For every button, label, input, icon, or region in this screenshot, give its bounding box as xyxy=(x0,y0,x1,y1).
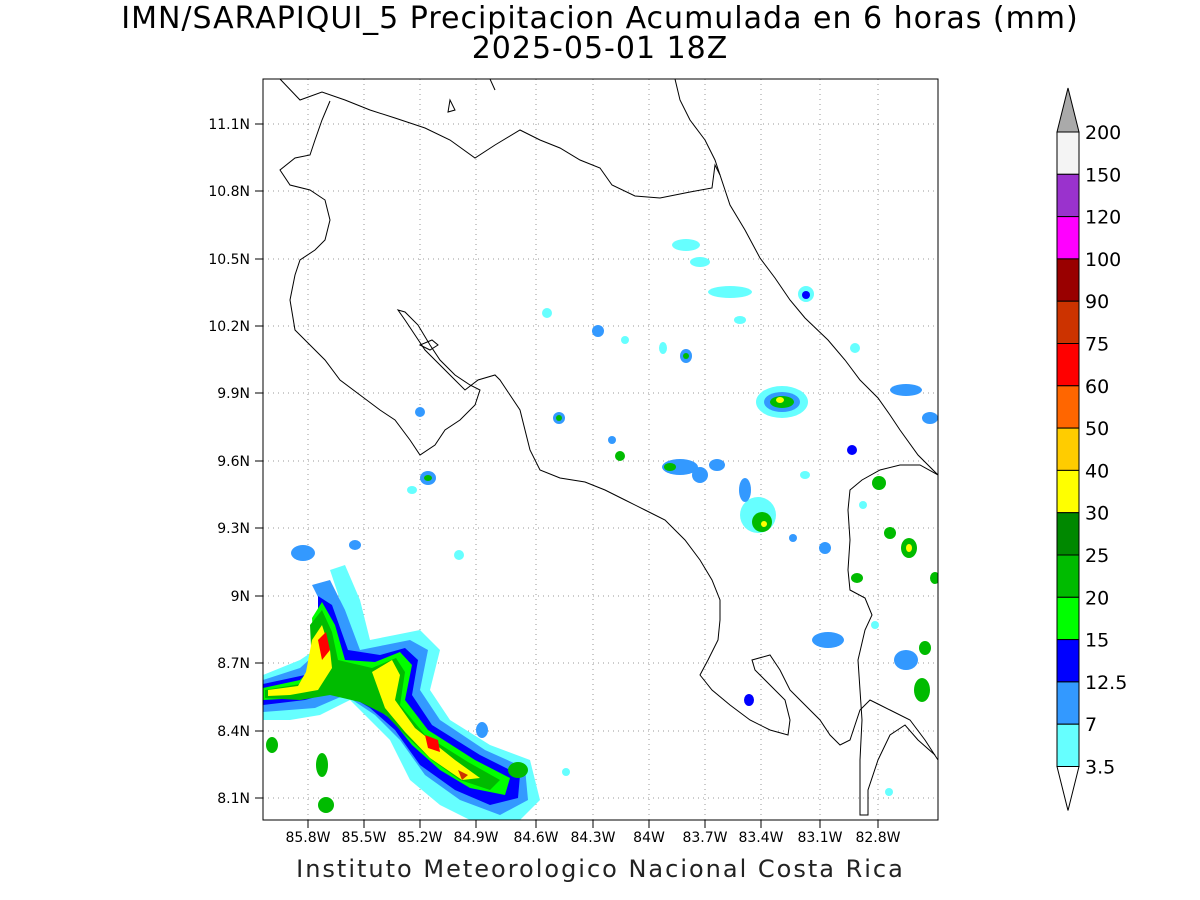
colorbar-label: 30 xyxy=(1085,503,1109,525)
colorbar-swatch xyxy=(1056,723,1080,768)
lat-label: 8.1N xyxy=(217,791,250,807)
colorbar-swatch xyxy=(1056,173,1080,218)
colorbar-swatch xyxy=(1056,469,1080,514)
lon-label: 82.8W xyxy=(855,830,900,846)
colorbar-swatch xyxy=(1056,385,1080,429)
lat-label: 10.8N xyxy=(208,184,250,200)
colorbar-label: 3.5 xyxy=(1085,757,1115,779)
lat-label: 9.6N xyxy=(217,454,250,470)
colorbar-bottom-arrow xyxy=(1056,766,1080,811)
colorbar-swatch xyxy=(1056,131,1080,175)
precipitation-colorbar: 200 150 120 100 90 75 60 50 40 30 25 20 15 12.5 7 3.5 xyxy=(1056,87,1127,811)
colorbar-swatch xyxy=(1056,512,1080,556)
axis-ticks xyxy=(255,123,879,828)
map-datetime: 2025-05-01 18Z xyxy=(471,31,729,66)
lat-label: 9.3N xyxy=(217,521,250,537)
rain-core-yellow-b xyxy=(372,660,480,780)
colorbar-label: 7 xyxy=(1085,714,1097,736)
colorbar-label: 120 xyxy=(1085,207,1121,229)
colorbar-label: 25 xyxy=(1085,545,1109,567)
coastlines xyxy=(279,79,938,816)
lon-label: 85.2W xyxy=(397,830,442,846)
lon-label: 83.1W xyxy=(797,830,842,846)
lat-label: 10.2N xyxy=(208,319,250,335)
lon-label: 84.3W xyxy=(570,830,615,846)
colorbar-label: 40 xyxy=(1085,460,1109,482)
lon-label: 84W xyxy=(633,830,665,846)
lat-label: 8.4N xyxy=(217,724,250,740)
colorbar-swatch xyxy=(1056,300,1080,345)
lat-label: 11.1N xyxy=(208,117,250,133)
colorbar-swatch xyxy=(1056,596,1080,641)
colorbar-swatch xyxy=(1056,554,1080,598)
scattered-rain-cells xyxy=(266,239,938,813)
longitude-labels: 85.8W 85.5W 85.2W 84.9W 84.6W 84.3W 84W … xyxy=(285,830,900,846)
colorbar-label: 20 xyxy=(1085,587,1109,609)
precipitation-field xyxy=(263,239,938,820)
map-title: IMN/SARAPIQUI_5 Precipitacion Acumulada … xyxy=(121,1,1079,36)
lon-label: 84.9W xyxy=(453,830,498,846)
colorbar-swatch xyxy=(1056,681,1080,725)
colorbar-swatch xyxy=(1056,639,1080,683)
colorbar-label: 75 xyxy=(1085,334,1109,356)
colorbar-label: 90 xyxy=(1085,291,1109,313)
colorbar-label: 60 xyxy=(1085,376,1109,398)
colorbar-swatch xyxy=(1056,427,1080,471)
plot-frame xyxy=(262,78,939,821)
colorbar-label: 100 xyxy=(1085,249,1121,271)
gridlines xyxy=(263,79,938,820)
colorbar-swatch xyxy=(1056,216,1080,260)
colorbar-label: 50 xyxy=(1085,418,1109,440)
lon-label: 84.6W xyxy=(513,830,558,846)
colorbar-swatch xyxy=(1056,343,1080,387)
lon-label: 85.5W xyxy=(341,830,386,846)
footer-credit: Instituto Meteorologico Nacional Costa R… xyxy=(296,855,905,883)
lon-label: 83.7W xyxy=(682,830,727,846)
rain-core-yellow-a xyxy=(268,625,332,696)
lon-label: 83.4W xyxy=(738,830,783,846)
latitude-labels: 11.1N 10.8N 10.5N 10.2N 9.9N 9.6N 9.3N 9… xyxy=(208,117,250,807)
rain-core-red-c xyxy=(458,770,468,780)
colorbar-label: 200 xyxy=(1085,122,1121,144)
colorbar-label: 15 xyxy=(1085,630,1109,652)
lat-label: 9.9N xyxy=(217,386,250,402)
lat-label: 10.5N xyxy=(208,252,250,268)
colorbar-top-arrow xyxy=(1056,87,1080,133)
colorbar-label: 12.5 xyxy=(1085,672,1127,694)
colorbar-label: 150 xyxy=(1085,164,1121,186)
lat-label: 8.7N xyxy=(217,656,250,672)
rain-core-red-a xyxy=(318,632,330,660)
lat-label: 9N xyxy=(231,589,250,605)
rain-core-red-b xyxy=(425,735,440,752)
colorbar-swatch xyxy=(1056,258,1080,302)
lon-label: 85.8W xyxy=(285,830,330,846)
